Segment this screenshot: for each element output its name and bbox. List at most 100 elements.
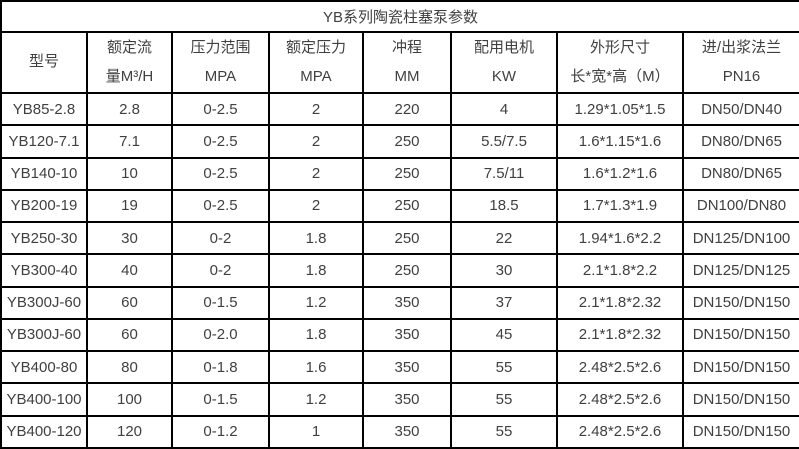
table-row: YB300J-60 60 0-1.5 1.2 350 37 2.1*1.8*2.…	[0, 285, 799, 320]
cell-model: YB300J-60	[0, 285, 88, 320]
cell-motor: 22	[450, 221, 558, 256]
cell-rated-pressure: 1.6	[268, 350, 364, 385]
cell-rated-pressure: 2	[268, 124, 364, 159]
cell-pressure-range: 0-1.5	[171, 285, 270, 320]
cell-model: YB120-7.1	[0, 124, 88, 159]
cell-flange: DN80/DN65	[681, 124, 799, 159]
cell-motor: 5.5/7.5	[450, 124, 558, 159]
cell-flange: DN150/DN150	[681, 382, 799, 417]
cell-dimensions: 1.94*1.6*2.2	[556, 221, 684, 256]
header-rated-flow-line2: 量M³/H	[105, 67, 154, 85]
header-flange: 进/出浆法兰 PN16	[681, 31, 799, 94]
cell-stroke: 350	[362, 285, 452, 320]
cell-rated-pressure: 1.8	[268, 253, 364, 288]
header-rated-pressure-line1: 额定压力	[285, 39, 346, 56]
table-row: YB400-100 100 0-1.5 1.2 350 55 2.48*2.5*…	[0, 382, 799, 417]
header-flange-line2: PN16	[722, 67, 761, 85]
header-stroke: 冲程 MM	[362, 31, 452, 94]
cell-flange: DN150/DN150	[681, 350, 799, 385]
header-pressure-range: 压力范围 MPA	[171, 31, 270, 94]
header-model-label: 型号	[28, 53, 59, 71]
cell-dimensions: 2.48*2.5*2.6	[556, 414, 684, 449]
cell-pressure-range: 0-1.8	[171, 350, 270, 385]
header-rated-flow-line1: 额定流	[106, 39, 152, 56]
table-title: YB系列陶瓷柱塞泵参数	[0, 0, 799, 33]
cell-rated-flow: 7.1	[86, 124, 173, 159]
table-row: YB250-30 30 0-2 1.8 250 22 1.94*1.6*2.2 …	[0, 221, 799, 256]
cell-rated-pressure: 1.8	[268, 221, 364, 256]
cell-rated-pressure: 1.2	[268, 382, 364, 417]
table-row: YB200-19 19 0-2.5 2 250 18.5 1.7*1.3*1.9…	[0, 188, 799, 224]
cell-motor: 4	[450, 91, 558, 127]
table-title-row: YB系列陶瓷柱塞泵参数	[0, 0, 799, 33]
cell-stroke: 250	[362, 188, 452, 224]
header-rated-flow: 额定流 量M³/H	[86, 31, 173, 94]
cell-flange: DN150/DN150	[681, 414, 799, 449]
cell-stroke: 350	[362, 317, 452, 353]
cell-stroke: 250	[362, 124, 452, 159]
cell-rated-pressure: 1.8	[268, 317, 364, 353]
cell-stroke: 250	[362, 221, 452, 256]
cell-pressure-range: 0-2	[171, 221, 270, 256]
cell-model: YB400-100	[0, 382, 88, 417]
cell-stroke: 350	[362, 350, 452, 385]
cell-rated-pressure: 2	[268, 188, 364, 224]
cell-rated-flow: 10	[86, 156, 173, 191]
cell-stroke: 250	[362, 156, 452, 191]
table-row: YB120-7.1 7.1 0-2.5 2 250 5.5/7.5 1.6*1.…	[0, 124, 799, 159]
cell-model: YB200-19	[0, 188, 88, 224]
cell-pressure-range: 0-2.5	[171, 124, 270, 159]
cell-dimensions: 2.1*1.8*2.32	[556, 285, 684, 320]
cell-dimensions: 2.1*1.8*2.2	[556, 253, 684, 288]
cell-rated-pressure: 2	[268, 156, 364, 191]
header-stroke-line2: MM	[394, 67, 420, 85]
cell-motor: 30	[450, 253, 558, 288]
cell-motor: 55	[450, 414, 558, 449]
cell-flange: DN125/DN125	[681, 253, 799, 288]
header-motor: 配用电机 KW	[450, 31, 558, 94]
cell-pressure-range: 0-2.5	[171, 91, 270, 127]
cell-pressure-range: 0-1.5	[171, 382, 270, 417]
cell-rated-flow: 40	[86, 253, 173, 288]
cell-rated-flow: 19	[86, 188, 173, 224]
cell-dimensions: 2.48*2.5*2.6	[556, 382, 684, 417]
cell-rated-pressure: 2	[268, 91, 364, 127]
cell-pressure-range: 0-2.5	[171, 188, 270, 224]
header-pressure-range-line2: MPA	[204, 67, 237, 85]
cell-motor: 55	[450, 350, 558, 385]
table-row: YB300-40 40 0-2 1.8 250 30 2.1*1.8*2.2 D…	[0, 253, 799, 288]
header-motor-line2: KW	[491, 67, 517, 85]
cell-rated-flow: 100	[86, 382, 173, 417]
header-model: 型号	[0, 31, 88, 94]
cell-dimensions: 1.6*1.15*1.6	[556, 124, 684, 159]
cell-dimensions: 2.48*2.5*2.6	[556, 350, 684, 385]
cell-motor: 45	[450, 317, 558, 353]
cell-rated-flow: 2.8	[86, 91, 173, 127]
header-rated-pressure-line2: MPA	[300, 67, 332, 85]
table-row: YB140-10 10 0-2.5 2 250 7.5/11 1.6*1.2*1…	[0, 156, 799, 191]
table-row: YB300J-60 60 0-2.0 1.8 350 45 2.1*1.8*2.…	[0, 317, 799, 353]
cell-flange: DN80/DN65	[681, 156, 799, 191]
cell-model: YB140-10	[0, 156, 88, 191]
cell-pressure-range: 0-1.2	[171, 414, 270, 449]
header-motor-line1: 配用电机	[473, 39, 534, 56]
cell-rated-flow: 30	[86, 221, 173, 256]
cell-flange: DN125/DN100	[681, 221, 799, 256]
header-dimensions-line2: 长*宽*高（M）	[570, 67, 670, 85]
cell-model: YB400-120	[0, 414, 88, 449]
header-stroke-line1: 冲程	[391, 39, 422, 56]
cell-dimensions: 1.6*1.2*1.6	[556, 156, 684, 191]
table-row: YB85-2.8 2.8 0-2.5 2 220 4 1.29*1.05*1.5…	[0, 91, 799, 127]
cell-motor: 37	[450, 285, 558, 320]
cell-dimensions: 2.1*1.8*2.32	[556, 317, 684, 353]
table-row: YB400-120 120 0-1.2 1 350 55 2.48*2.5*2.…	[0, 414, 799, 449]
cell-model: YB85-2.8	[0, 91, 88, 127]
cell-motor: 55	[450, 382, 558, 417]
cell-flange: DN150/DN150	[681, 317, 799, 353]
cell-pressure-range: 0-2.0	[171, 317, 270, 353]
cell-pressure-range: 0-2.5	[171, 156, 270, 191]
header-rated-pressure: 额定压力 MPA	[268, 31, 364, 94]
cell-stroke: 220	[362, 91, 452, 127]
